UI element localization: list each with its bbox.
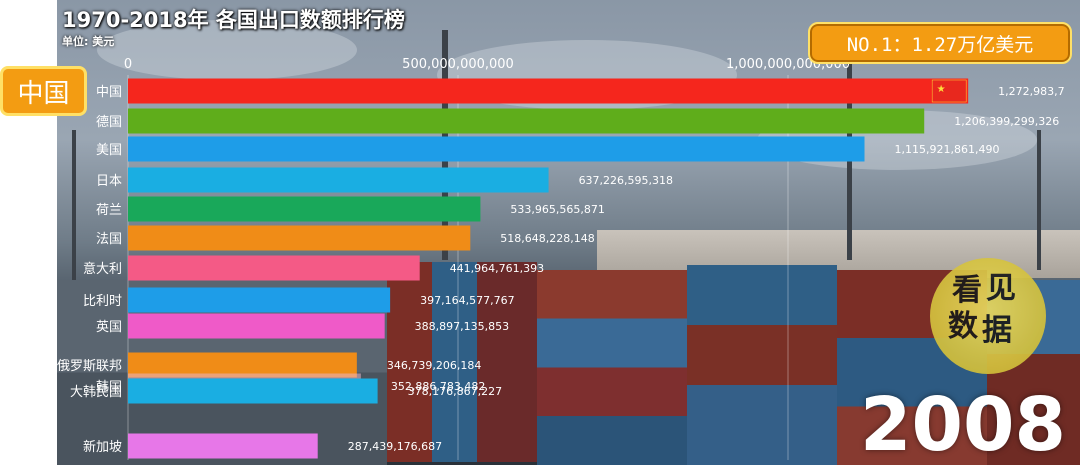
category-label: 中国 <box>96 85 122 100</box>
leader-country-badge: 中国 <box>0 66 87 116</box>
logo-char: 看 <box>952 273 982 308</box>
category-label: 日本 <box>96 174 122 189</box>
category-label: 荷兰 <box>96 203 122 218</box>
category-label: 德国 <box>96 115 122 130</box>
category-label: 比利时 <box>83 294 122 309</box>
flag-star-icon: ★ <box>937 84 946 95</box>
category-label: 韩国 <box>96 380 122 395</box>
bar <box>128 255 420 281</box>
logo-emblem: 看 见 数 据 <box>930 258 1046 374</box>
bar <box>128 108 925 134</box>
bar <box>128 287 391 313</box>
chart-title: 1970-2018年 各国出口数额排行榜 <box>62 8 405 32</box>
container-stack <box>387 262 537 462</box>
value-label: 518,648,228,148 <box>500 232 594 245</box>
bar <box>128 313 385 339</box>
container-stack <box>687 265 837 465</box>
value-label: 397,164,577,767 <box>420 294 514 307</box>
value-label: 378,176,867,227 <box>408 385 502 398</box>
category-label: 意大利 <box>83 261 122 277</box>
category-label: 法国 <box>96 232 122 247</box>
value-label: 287,439,176,687 <box>348 440 442 453</box>
bar <box>128 136 865 162</box>
unit-label: 单位: 美元 <box>62 35 115 48</box>
logo-char: 见 <box>986 271 1016 306</box>
x-tick-label: 500,000,000,000 <box>402 57 514 72</box>
category-label: 大韩民国 <box>70 385 122 400</box>
crane-pole <box>1037 130 1041 270</box>
bar <box>128 433 318 459</box>
value-label: 533,965,565,871 <box>510 203 604 216</box>
logo-char: 数 <box>948 309 978 344</box>
chart-background <box>57 0 1080 465</box>
year-label: 2008 <box>860 382 1066 468</box>
category-label: 美国 <box>96 143 122 158</box>
logo-char: 据 <box>982 313 1012 348</box>
cloud-shape <box>97 20 357 80</box>
category-label: 英国 <box>96 320 122 335</box>
bar <box>128 352 357 378</box>
value-label: 637,226,595,318 <box>579 174 673 187</box>
category-label: 新加坡 <box>83 439 122 455</box>
value-label: 346,739,206,184 <box>387 359 481 372</box>
container-stack <box>537 270 687 465</box>
x-tick-label: 0 <box>124 57 132 72</box>
bar <box>128 196 481 222</box>
flag-icon <box>931 79 967 103</box>
value-label: 352,886,783,482 <box>391 380 485 393</box>
value-label: 1,206,399,299,326 <box>954 115 1059 128</box>
value-label: 1,115,921,861,490 <box>895 143 1000 156</box>
bar <box>128 225 471 251</box>
bar <box>128 378 378 404</box>
category-label: 俄罗斯联邦 <box>57 359 122 374</box>
crane-pole <box>72 130 76 280</box>
top-value-badge: NO.1：1.27万亿美元 <box>808 22 1072 64</box>
value-label: 441,964,761,393 <box>450 262 544 275</box>
bar <box>128 167 549 193</box>
value-label: 1,272,983,7 <box>998 85 1064 98</box>
bar <box>128 78 969 104</box>
value-label: 388,897,135,853 <box>415 320 509 333</box>
